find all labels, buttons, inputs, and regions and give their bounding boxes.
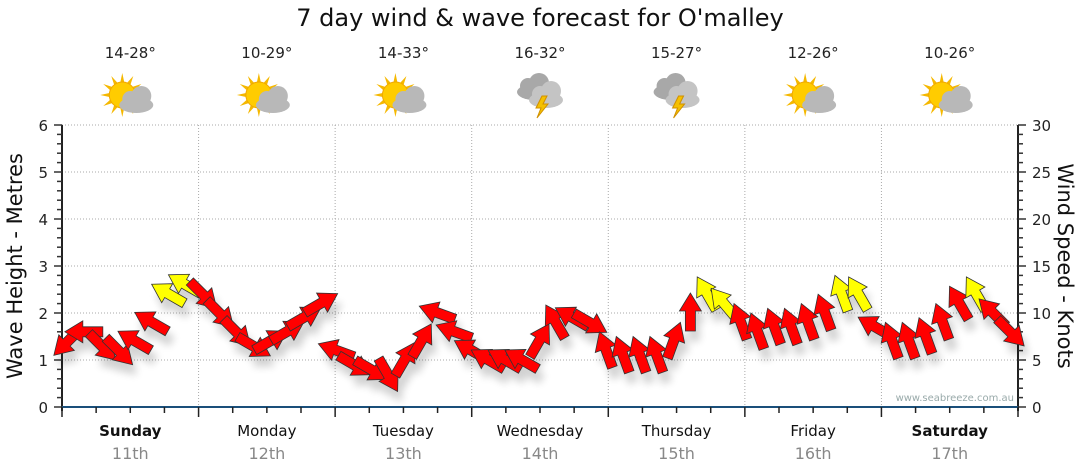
y-tick-label-right: 20 <box>1032 211 1051 229</box>
day-label: Wednesday <box>497 422 584 440</box>
day-temperature: 16-32° <box>514 44 565 62</box>
day-label: Tuesday <box>372 422 434 440</box>
wind-arrow <box>611 335 635 375</box>
wind-arrow <box>880 321 904 361</box>
wind-arrow <box>418 301 458 325</box>
wind-arrow <box>779 307 803 347</box>
y-tick-label-left: 5 <box>38 164 48 182</box>
date-label: 17th <box>931 444 968 463</box>
y-tick-label-right: 5 <box>1032 352 1042 370</box>
y-tick-label-right: 30 <box>1032 117 1051 135</box>
wind-arrow <box>435 320 475 344</box>
wind-arrow <box>914 316 938 356</box>
day-label: Saturday <box>912 422 989 440</box>
wind-arrow <box>746 312 770 351</box>
wind-arrow <box>796 302 820 342</box>
day-temperature: 14-28° <box>105 44 156 62</box>
partly-sunny-icon <box>100 73 154 117</box>
day-label: Sunday <box>99 422 162 440</box>
wind-arrow <box>101 333 134 366</box>
wind-arrow <box>931 302 955 342</box>
wind-arrow <box>525 323 550 360</box>
day-temperature: 14-33° <box>378 44 429 62</box>
wind-arrow <box>645 335 669 375</box>
day-label: Monday <box>237 422 296 440</box>
wind-arrow <box>594 331 618 370</box>
y-tick-label-left: 1 <box>38 352 48 370</box>
date-label: 13th <box>385 444 422 463</box>
chart-title: 7 day wind & wave forecast for O'malley <box>296 4 784 32</box>
wind-arrow <box>662 321 686 361</box>
wind-arrow <box>813 293 837 333</box>
wind-arrow <box>407 323 433 360</box>
y-axis-label-right: Wind Speed - Knots <box>1053 163 1077 368</box>
wind-arrow <box>352 355 389 381</box>
y-tick-label-left: 0 <box>38 399 48 417</box>
wind-arrow <box>64 320 104 344</box>
y-tick-label-right: 15 <box>1032 258 1051 276</box>
wind-arrow <box>628 335 652 375</box>
wind-arrow <box>134 311 171 337</box>
wind-arrow <box>897 321 921 361</box>
wind-arrow <box>847 276 873 313</box>
wind-arrow <box>729 302 753 342</box>
wind-arrow <box>570 308 608 334</box>
wind-arrow <box>830 274 854 314</box>
date-label: 14th <box>522 444 559 463</box>
partly-sunny-icon <box>373 73 427 117</box>
date-label: 11th <box>112 444 149 463</box>
thunderstorm-icon <box>517 73 563 119</box>
wind-arrow <box>678 292 703 332</box>
wind-arrow <box>504 349 541 374</box>
partly-sunny-icon <box>783 73 837 117</box>
y-tick-label-left: 6 <box>38 117 48 135</box>
thunderstorm-icon <box>653 73 700 119</box>
wind-arrow <box>762 307 786 347</box>
day-temperature: 10-26° <box>924 44 975 62</box>
date-label: 16th <box>795 444 832 463</box>
y-axis-label-left: Wave Height - Metres <box>3 153 27 379</box>
day-label: Friday <box>790 422 836 440</box>
y-tick-label-left: 2 <box>38 305 48 323</box>
y-tick-label-left: 3 <box>38 258 48 276</box>
day-label: Thursday <box>641 422 712 440</box>
day-temperature: 12-26° <box>788 44 839 62</box>
partly-sunny-icon <box>236 73 290 117</box>
day-temperature: 15-27° <box>651 44 702 62</box>
wind-arrow <box>993 314 1025 347</box>
partly-sunny-icon <box>919 73 973 117</box>
wind-arrow <box>150 283 188 309</box>
day-temperature: 10-29° <box>241 44 292 62</box>
y-tick-label-left: 4 <box>38 211 48 229</box>
date-label: 12th <box>248 444 285 463</box>
y-tick-label-right: 0 <box>1032 399 1042 417</box>
watermark: www.seabreeze.com.au <box>896 393 1014 404</box>
wind-arrow <box>544 304 570 342</box>
y-tick-label-right: 25 <box>1032 164 1051 182</box>
wind-arrow <box>948 285 974 323</box>
y-tick-label-right: 10 <box>1032 305 1051 323</box>
date-label: 15th <box>658 444 695 463</box>
wind-arrow <box>301 292 339 318</box>
wind-arrow <box>117 330 154 356</box>
